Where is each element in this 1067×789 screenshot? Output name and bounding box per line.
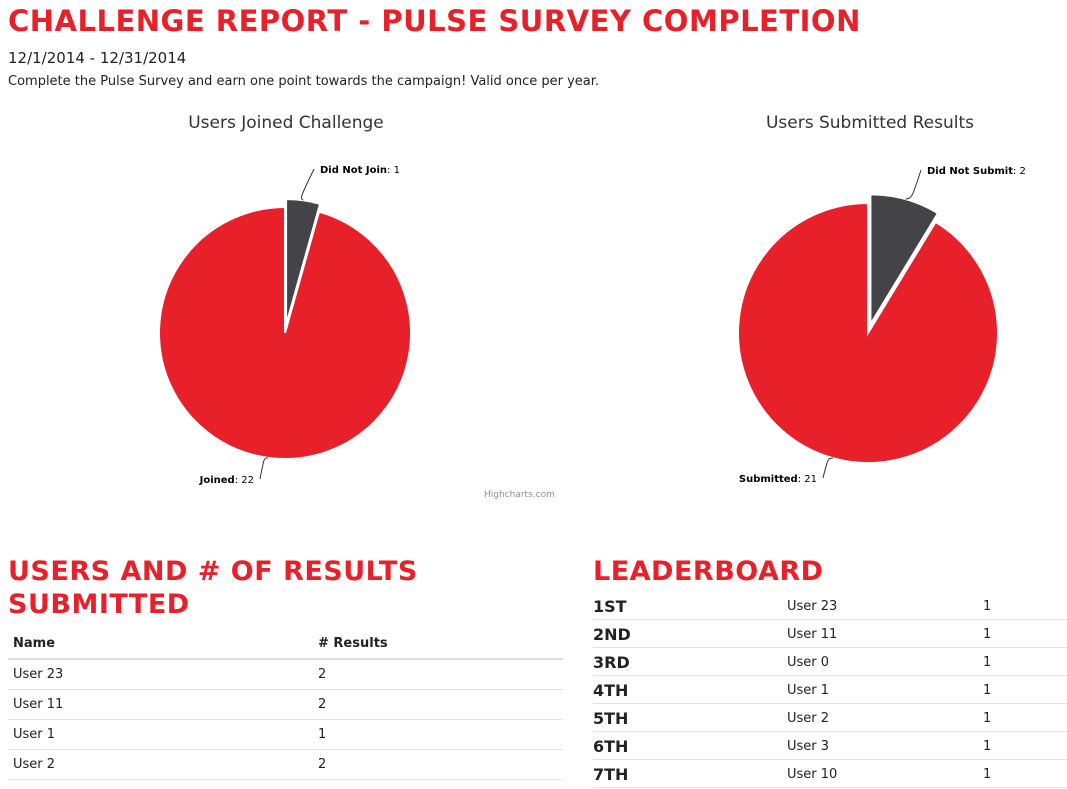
leaderboard-rank: 7TH xyxy=(593,764,629,784)
pie-label-value: : 2 xyxy=(1013,166,1026,177)
cell-results: 2 xyxy=(313,749,563,780)
pie-slice-submitted[interactable] xyxy=(737,201,999,464)
date-range: 12/1/2014 - 12/31/2014 xyxy=(8,49,187,67)
leaderboard-rank: 3RD xyxy=(593,652,630,672)
results-title-line2: SUBMITTED xyxy=(8,589,190,620)
leaderboard-rank: 2ND xyxy=(593,624,631,644)
pie-label-value: : 21 xyxy=(798,474,817,485)
leaderboard-row: 5TH User 2 1 xyxy=(593,705,1067,732)
leaderboard-user: User 3 xyxy=(787,738,830,754)
pie-label-did-not-join: Did Not Join: 1 xyxy=(320,165,400,176)
leaderboard-row: 3RD User 0 1 xyxy=(593,649,1067,676)
leaderboard-rank: 4TH xyxy=(593,680,629,700)
pie-label-name: Did Not Submit xyxy=(927,166,1013,177)
table-row: User 23 2 xyxy=(8,659,563,690)
leaderboard-rank: 5TH xyxy=(593,708,629,728)
highcharts-credits[interactable]: Highcharts.com xyxy=(484,490,555,500)
pie-label-submitted: Submitted: 21 xyxy=(739,474,817,485)
chart-title-submitted: Users Submitted Results xyxy=(765,113,975,133)
results-section-title: USERS AND # OF RESULTS SUBMITTED xyxy=(8,555,418,621)
pie-label-name: Submitted xyxy=(739,474,798,485)
pie-label-did-not-submit: Did Not Submit: 2 xyxy=(927,166,1026,177)
leaderboard-user: User 10 xyxy=(787,766,838,782)
results-title-line1: USERS AND # OF RESULTS xyxy=(8,556,418,587)
pie-slice-did-not-submit[interactable] xyxy=(869,193,940,328)
leaderboard-user: User 11 xyxy=(787,626,838,642)
table-header-row: Name # Results xyxy=(8,629,563,660)
leaderboard-rank: 1ST xyxy=(593,596,627,616)
pie-chart-joined: Did Not Join: 1 Joined: 22 xyxy=(158,165,412,486)
table-row: User 2 2 xyxy=(8,749,563,780)
pie-chart-submitted: Did Not Submit: 2 Submitted: 21 xyxy=(737,166,1026,485)
leaderboard-score: 1 xyxy=(983,626,992,642)
leaderboard-score: 1 xyxy=(983,766,992,782)
cell-name: User 1 xyxy=(8,719,313,750)
leaderboard-row: 1ST User 23 1 xyxy=(593,593,1067,620)
leaderboard-list: 1ST User 23 1 2ND User 11 1 3RD User 0 1… xyxy=(593,593,1067,789)
leaderboard-row: 2ND User 11 1 xyxy=(593,621,1067,648)
leaderboard-title: LEADERBOARD xyxy=(593,556,824,587)
pie-label-value: : 22 xyxy=(235,475,254,486)
table-row: User 1 1 xyxy=(8,719,563,750)
cell-name: User 23 xyxy=(8,659,313,690)
pie-connector-submitted xyxy=(822,457,833,479)
leaderboard-score: 1 xyxy=(983,682,992,698)
leaderboard-score: 1 xyxy=(983,738,992,754)
header-name[interactable]: Name xyxy=(8,629,313,660)
pie-label-name: Did Not Join xyxy=(320,165,387,176)
leaderboard-score: 1 xyxy=(983,710,992,726)
leaderboard-user: User 23 xyxy=(787,598,838,614)
leaderboard-row: 6TH User 3 1 xyxy=(593,733,1067,760)
chart-title-joined: Users Joined Challenge xyxy=(188,113,384,133)
page-title: CHALLENGE REPORT - PULSE SURVEY COMPLETI… xyxy=(8,4,861,38)
leaderboard-score: 1 xyxy=(983,654,992,670)
cell-results: 1 xyxy=(313,719,563,750)
pie-connector-joined xyxy=(259,457,268,480)
pie-connector-did-not-join xyxy=(301,168,315,201)
cell-results: 2 xyxy=(313,689,563,720)
results-table: Name # Results User 23 2 User 11 2 User … xyxy=(8,629,563,780)
table-row: User 11 2 xyxy=(8,689,563,720)
pie-label-name: Joined xyxy=(199,475,235,486)
pie-label-value: : 1 xyxy=(387,165,400,176)
pie-slice-joined[interactable] xyxy=(158,205,412,460)
leaderboard-user: User 0 xyxy=(787,654,830,670)
leaderboard-user: User 1 xyxy=(787,682,830,698)
cell-results: 2 xyxy=(313,659,563,690)
challenge-description: Complete the Pulse Survey and earn one p… xyxy=(8,74,600,89)
leaderboard-score: 1 xyxy=(983,598,992,614)
pie-connector-did-not-submit xyxy=(905,169,922,200)
leaderboard-row: 4TH User 1 1 xyxy=(593,677,1067,704)
leaderboard-user: User 2 xyxy=(787,710,830,726)
pie-label-joined: Joined: 22 xyxy=(199,475,254,486)
header-results[interactable]: # Results xyxy=(313,629,563,660)
cell-name: User 11 xyxy=(8,689,313,720)
leaderboard-rank: 6TH xyxy=(593,736,629,756)
cell-name: User 2 xyxy=(8,749,313,780)
